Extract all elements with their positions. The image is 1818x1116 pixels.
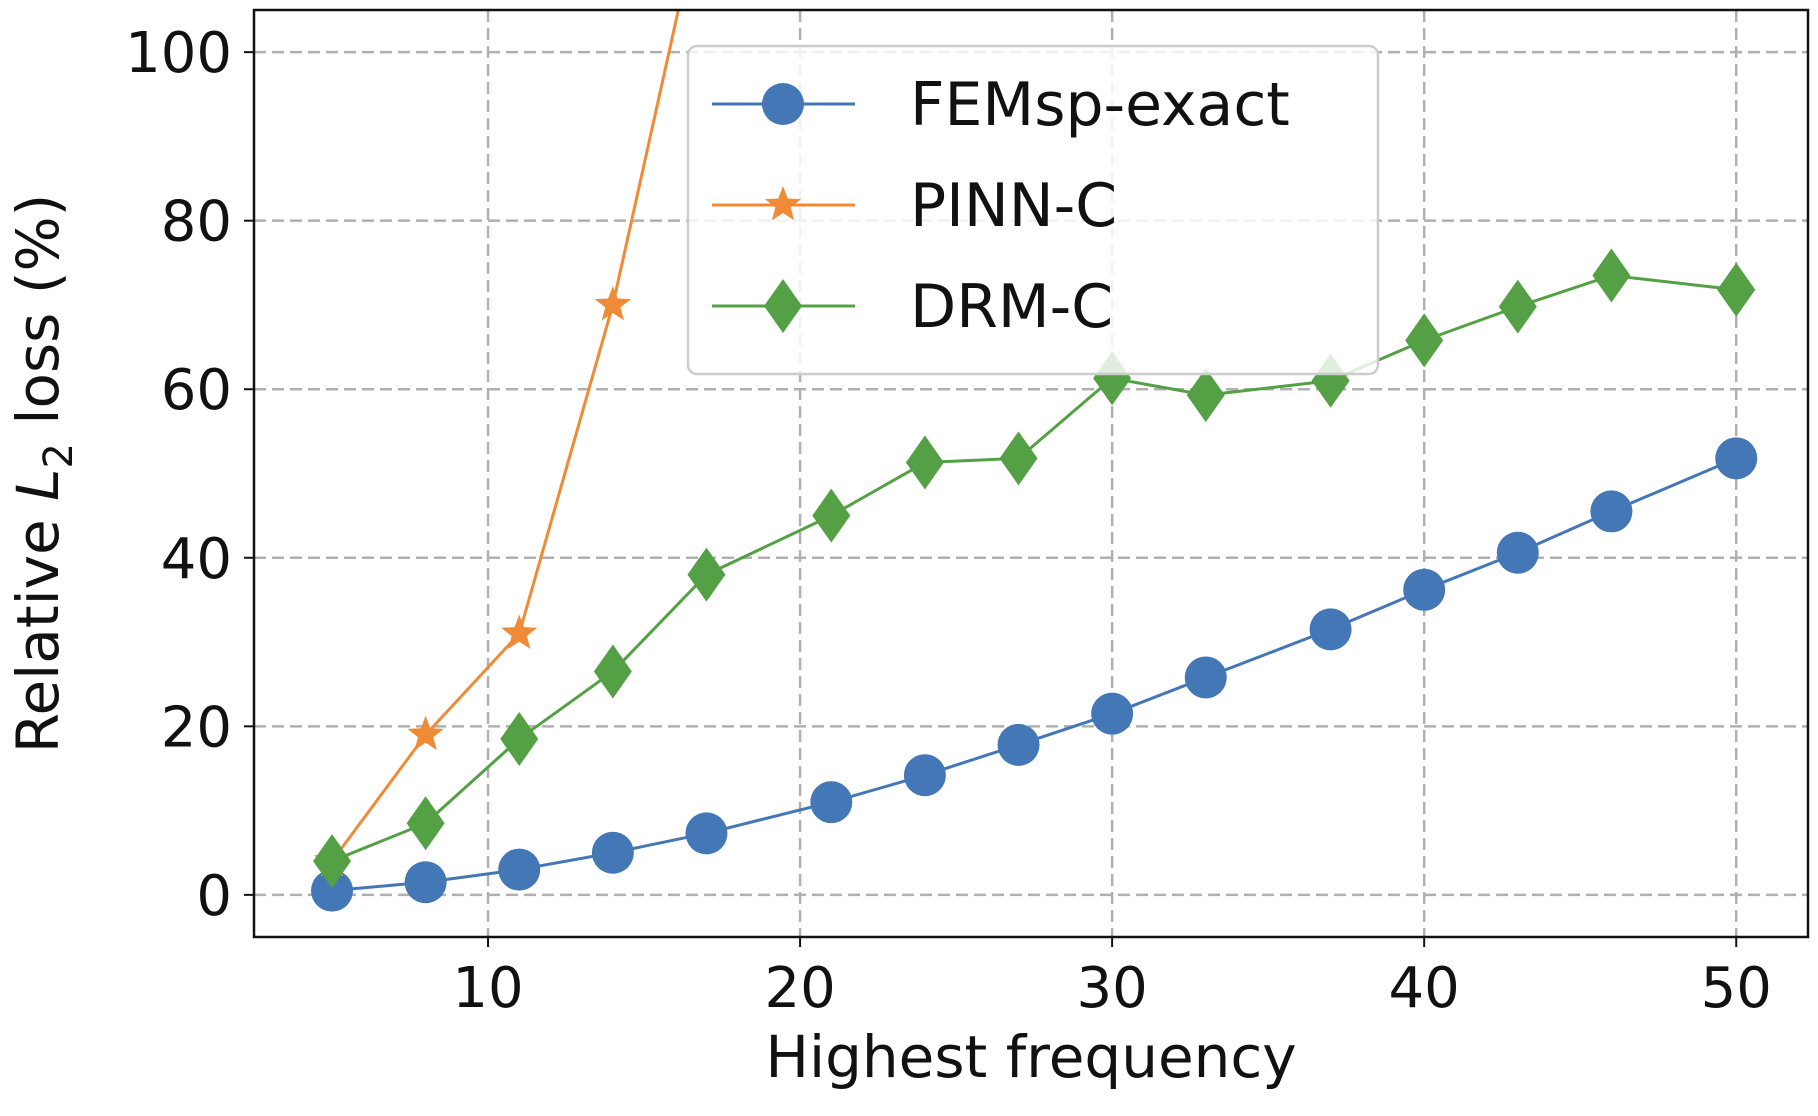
- data-point-femsp-exact: [1496, 531, 1539, 574]
- data-point-drm-c: [1592, 248, 1631, 303]
- data-point-femsp-exact: [810, 781, 853, 824]
- data-point-drm-c: [1717, 262, 1756, 317]
- data-point-drm-c: [593, 644, 632, 699]
- data-point-femsp-exact: [1590, 490, 1633, 533]
- data-point-pinn-c: [407, 715, 444, 751]
- data-point-drm-c: [999, 431, 1038, 486]
- y-axis-label-prefix: Relative: [4, 501, 72, 753]
- x-tick-label: 40: [1389, 956, 1460, 1021]
- data-point-drm-c: [1186, 368, 1225, 423]
- legend-entry-pinn-c: PINN-C: [712, 171, 1117, 241]
- legend-entry-femsp-exact: FEMsp-exact: [712, 70, 1290, 140]
- data-point-drm-c: [1405, 313, 1444, 368]
- data-point-femsp-exact: [1309, 608, 1352, 651]
- data-point-drm-c: [1498, 279, 1537, 334]
- x-tick-label: 20: [764, 956, 835, 1021]
- data-point-drm-c: [812, 488, 851, 543]
- y-axis-label: Relative L2 loss (%): [4, 194, 82, 753]
- data-point-femsp-exact: [404, 861, 447, 904]
- data-point-femsp-exact: [997, 723, 1040, 766]
- x-axis-label: Highest frequency: [765, 1023, 1296, 1091]
- legend-label-drm-c: DRM-C: [910, 272, 1113, 342]
- y-tick-label: 0: [196, 864, 232, 929]
- data-point-femsp-exact: [685, 812, 728, 855]
- y-tick-label: 20: [161, 695, 232, 760]
- legend: FEMsp-exact PINN-C DRM-C: [686, 44, 1380, 376]
- data-point-femsp-exact: [1403, 568, 1446, 611]
- legend-label-pinn-c: PINN-C: [910, 171, 1117, 241]
- legend-marker-pinn-c: [764, 186, 802, 221]
- data-point-femsp-exact: [311, 869, 354, 912]
- data-point-femsp-exact: [591, 831, 634, 874]
- data-point-drm-c: [500, 711, 539, 766]
- data-point-femsp-exact: [1715, 437, 1758, 480]
- x-tick-label: 50: [1701, 956, 1772, 1021]
- y-axis-label-suffix: loss (%): [4, 194, 72, 443]
- series-layer: [311, 10, 1758, 912]
- x-tick-label: 30: [1076, 956, 1147, 1021]
- y-axis-label-var: L: [4, 469, 72, 501]
- legend-entry-drm-c: DRM-C: [712, 272, 1113, 342]
- y-axis-label-sub: 2: [36, 443, 82, 468]
- data-point-femsp-exact: [1184, 656, 1227, 699]
- axis-ticks: 10 20 30 40 50 0 20 40 60 80 100: [125, 21, 1772, 1021]
- data-point-drm-c: [687, 547, 726, 602]
- data-point-femsp-exact: [498, 848, 541, 891]
- x-tick-label: 10: [452, 956, 523, 1021]
- data-point-drm-c: [313, 834, 352, 889]
- plot-frame: [252, 8, 1810, 939]
- y-tick-label: 80: [161, 190, 232, 255]
- series-drm-c: [313, 248, 1756, 889]
- y-tick-label: 100: [125, 21, 232, 86]
- legend-label-femsp-exact: FEMsp-exact: [910, 70, 1290, 140]
- data-point-femsp-exact: [903, 754, 946, 797]
- data-point-pinn-c: [501, 614, 538, 649]
- legend-marker-drm-c: [764, 279, 802, 333]
- legend-box: [686, 44, 1380, 376]
- legend-marker-femsp-exact: [762, 83, 804, 125]
- data-point-drm-c: [406, 796, 445, 851]
- data-point-drm-c: [905, 435, 944, 490]
- data-point-pinn-c: [594, 285, 631, 321]
- series-femsp-exact: [311, 437, 1758, 912]
- data-point-femsp-exact: [1091, 692, 1134, 735]
- y-tick-label: 60: [161, 358, 232, 423]
- y-tick-label: 40: [161, 527, 232, 592]
- series-line-femsp-exact: [331, 456, 1737, 893]
